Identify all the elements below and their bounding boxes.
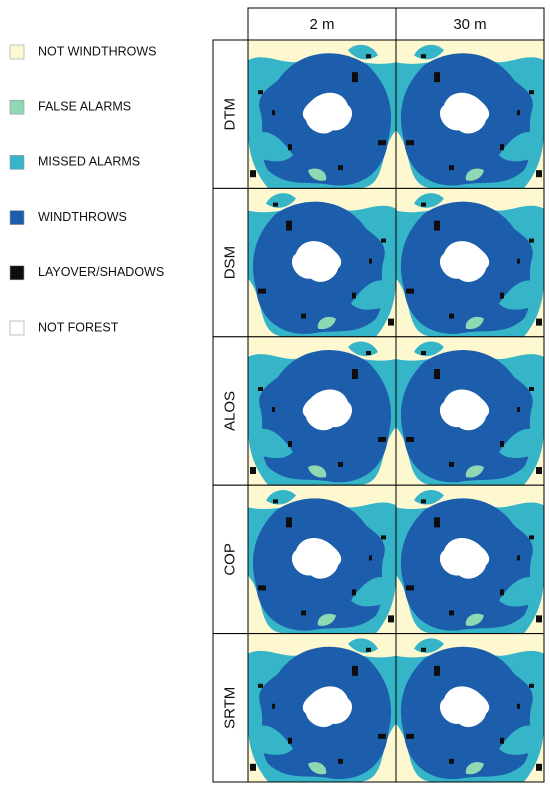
map-grid: 2 m 30 m DTM DSM ALOS COP SRTM	[212, 7, 545, 783]
legend-label: LAYOVER/SHADOWS	[38, 265, 164, 279]
row-label: COP	[221, 543, 238, 576]
row-label: ALOS	[221, 391, 238, 431]
map-image	[396, 337, 544, 485]
map-image	[396, 188, 544, 337]
row-header-cell	[212, 484, 249, 635]
row-header-cell	[212, 187, 249, 338]
column-header: 2 m	[309, 16, 334, 33]
row-header-cell	[212, 39, 249, 189]
map-image	[248, 40, 396, 189]
map-frame	[395, 633, 545, 783]
map-image	[396, 485, 544, 634]
map-image	[248, 188, 396, 337]
map-image	[396, 40, 544, 189]
row-label: SRTM	[221, 687, 238, 729]
row-header-cell	[212, 336, 249, 486]
legend-label: MISSED ALARMS	[38, 155, 140, 169]
legend-swatch	[9, 99, 25, 115]
column-header-cell	[247, 7, 397, 41]
column-header: 30 m	[453, 16, 486, 33]
legend-swatch	[9, 210, 25, 225]
map-image	[248, 485, 396, 634]
legend: NOT WINDTHROWS FALSE ALARMS MISSED ALARMS W…	[9, 44, 164, 336]
row-label: DSM	[221, 246, 238, 279]
map-image	[248, 337, 396, 485]
legend-swatch	[9, 320, 25, 336]
row-header-cell	[212, 633, 249, 783]
row-label: DTM	[221, 98, 238, 131]
legend-swatch	[9, 155, 25, 170]
map-image	[396, 633, 544, 782]
legend-label: NOT WINDTHROWS	[38, 44, 157, 58]
legend-label: WINDTHROWS	[38, 210, 127, 224]
legend-swatch	[9, 44, 25, 60]
legend-swatch	[9, 265, 25, 281]
legend-label: FALSE ALARMS	[38, 99, 131, 113]
map-image	[248, 633, 396, 782]
column-header-cell	[395, 7, 545, 41]
legend-label: NOT FOREST	[38, 320, 119, 334]
